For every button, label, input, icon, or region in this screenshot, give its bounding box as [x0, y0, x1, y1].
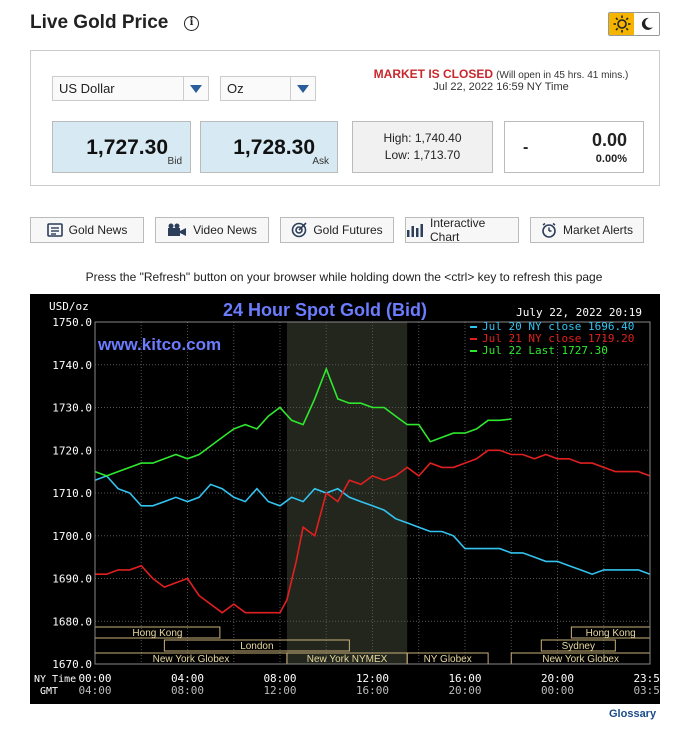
- x-tick-gmt: 00:00: [541, 684, 574, 697]
- x-tick-ny: 16:00: [448, 672, 481, 685]
- price-panel: US Dollar Oz MARKET IS CLOSED (Will open…: [30, 50, 660, 186]
- y-tick-label: 1690.0: [52, 573, 92, 586]
- gold-price-chart: Hong Kong London New York Globex New York N…: [30, 294, 667, 704]
- high-value: High: 1,740.40: [383, 131, 462, 145]
- session-label: Hong Kong: [586, 628, 636, 639]
- high-low-box: High: 1,740.40 Low: 1,713.70: [352, 121, 493, 173]
- x-tick-gmt: 12:00: [263, 684, 296, 697]
- gold-futures-label: Gold Futures: [313, 223, 383, 237]
- target-icon: [292, 222, 307, 238]
- chart-svg: Hong Kong London New York Globex New York N…: [34, 300, 667, 697]
- y-axis-label: USD/oz: [49, 300, 89, 313]
- video-camera-icon: [168, 223, 187, 236]
- y-tick-label: 1700.0: [52, 530, 92, 543]
- x-tick-gmt: 20:00: [448, 684, 481, 697]
- x-tick-ny: 00:00: [78, 672, 111, 685]
- gold-news-label: Gold News: [68, 223, 128, 237]
- y-tick-label: 1750.0: [52, 316, 92, 329]
- market-closed-label: MARKET IS CLOSED: [373, 67, 493, 81]
- x-tick-ny: 04:00: [171, 672, 204, 685]
- session-label: Sydney: [562, 641, 595, 652]
- bid-box: 1,727.30 Bid: [52, 121, 191, 173]
- x-tick-gmt: 08:00: [171, 684, 204, 697]
- change-value: 0.00: [591, 130, 627, 150]
- session-label: Hong Kong: [132, 628, 182, 639]
- y-tick-label: 1680.0: [52, 615, 92, 628]
- x-tick-ny: 20:00: [541, 672, 574, 685]
- page-title: Live Gold Price: [30, 12, 169, 33]
- x-tick-gmt: 04:00: [78, 684, 111, 697]
- market-alerts-label: Market Alerts: [562, 223, 634, 237]
- market-alerts-button[interactable]: Market Alerts: [530, 217, 644, 243]
- ask-price: 1,728.30: [233, 136, 315, 159]
- bid-price: 1,727.30: [86, 136, 168, 159]
- plot-frame: [94, 321, 651, 665]
- interactive-chart-button[interactable]: Interactive Chart: [405, 216, 519, 244]
- interactive-chart-label: Interactive Chart: [429, 216, 486, 244]
- x-tick-ny: 08:00: [263, 672, 296, 685]
- change-box: - 0.00 0.00%: [504, 121, 644, 173]
- alarm-clock-icon: [542, 222, 556, 238]
- ask-label: Ask: [312, 156, 329, 167]
- session-label: London: [240, 641, 273, 652]
- market-datetime: Jul 22, 2022 16:59 NY Time: [433, 81, 569, 93]
- currency-select[interactable]: US Dollar: [52, 76, 209, 101]
- legend-entry: Jul 21 NY close 1719.20: [482, 332, 634, 345]
- y-tick-label: 1670.0: [52, 658, 92, 671]
- moon-icon[interactable]: [634, 13, 659, 35]
- session-label: New York Globex: [542, 654, 619, 665]
- bid-label: Bid: [167, 156, 182, 167]
- refresh-note: Press the "Refresh" button on your brows…: [85, 270, 603, 284]
- unit-select[interactable]: Oz: [220, 76, 316, 101]
- x-tick-gmt: 03:59: [633, 684, 660, 697]
- gmt-row-label: GMT: [40, 686, 58, 697]
- change-percent: 0.00%: [595, 153, 627, 165]
- session-label: New York NYMEX: [307, 654, 388, 665]
- series-line-2: [95, 449, 651, 614]
- legend-entry: Jul 22 Last 1727.30: [482, 344, 608, 357]
- gold-futures-button[interactable]: Gold Futures: [280, 217, 394, 243]
- unit-select-value: Oz: [227, 81, 244, 96]
- chevron-down-icon[interactable]: [183, 77, 208, 100]
- x-tick-ny: 12:00: [356, 672, 389, 685]
- newspaper-icon: [46, 223, 63, 237]
- low-value: Low: 1,713.70: [384, 148, 461, 162]
- session-box: [540, 639, 616, 652]
- chart-watermark: www.kitco.com: [97, 335, 221, 354]
- legend-entry: Jul 20 NY close 1696.40: [482, 320, 634, 333]
- sun-icon[interactable]: [609, 13, 634, 35]
- info-icon[interactable]: i: [184, 16, 199, 31]
- glossary-link[interactable]: Glossary: [609, 708, 657, 720]
- market-open-note: (Will open in 45 hrs. 41 mins.): [496, 70, 629, 81]
- theme-toggle[interactable]: [608, 12, 660, 36]
- session-label: New York Globex: [153, 654, 230, 665]
- gold-news-button[interactable]: Gold News: [30, 217, 144, 243]
- ny-time-row-label: NY Time: [34, 674, 76, 685]
- y-tick-label: 1710.0: [52, 487, 92, 500]
- session-box: [163, 639, 350, 652]
- change-sign: -: [523, 139, 529, 156]
- market-status: MARKET IS CLOSED (Will open in 45 hrs. 4…: [351, 67, 651, 93]
- bar-chart-icon: [406, 224, 423, 237]
- chevron-down-icon[interactable]: [290, 77, 315, 100]
- chart-title: 24 Hour Spot Gold (Bid): [223, 300, 427, 320]
- y-tick-label: 1730.0: [52, 402, 92, 415]
- ask-box: 1,728.30 Ask: [200, 121, 338, 173]
- video-news-label: Video News: [193, 223, 257, 237]
- x-tick-gmt: 16:00: [356, 684, 389, 697]
- series-line-3: [94, 366, 512, 477]
- chart-timestamp: July 22, 2022 20:19: [516, 306, 642, 319]
- y-tick-label: 1720.0: [52, 444, 92, 457]
- x-tick-ny: 23:59: [633, 672, 660, 685]
- series-line-1: [94, 474, 651, 576]
- currency-select-value: US Dollar: [59, 81, 115, 96]
- video-news-button[interactable]: Video News: [155, 217, 269, 243]
- y-tick-label: 1740.0: [52, 359, 92, 372]
- session-label: NY Globex: [424, 654, 472, 665]
